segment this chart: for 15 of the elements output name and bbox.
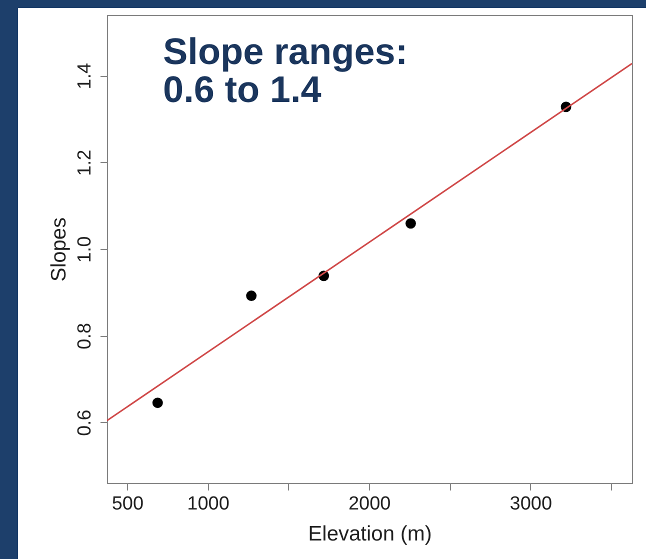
point	[405, 218, 416, 229]
y-tick-label: 1.2	[74, 150, 96, 176]
x-tick-label: 3000	[510, 494, 552, 514]
x-tick-label: 2000	[348, 494, 391, 514]
annotation: Slope ranges: 0.6 to 1.4	[163, 31, 408, 110]
y-axis-title: Slopes	[48, 217, 70, 282]
y-tick-label: 1.4	[74, 62, 96, 90]
x-tick-label: 500	[112, 494, 144, 514]
y-tick-label: 0.8	[74, 322, 96, 350]
y-tick-label: 1.0	[74, 236, 96, 263]
y-tick-label: 0.6	[74, 410, 96, 436]
x-axis-title: Elevation (m)	[308, 522, 432, 546]
point	[152, 398, 163, 408]
point	[246, 290, 257, 302]
x-tick-label: 1000	[187, 494, 230, 514]
